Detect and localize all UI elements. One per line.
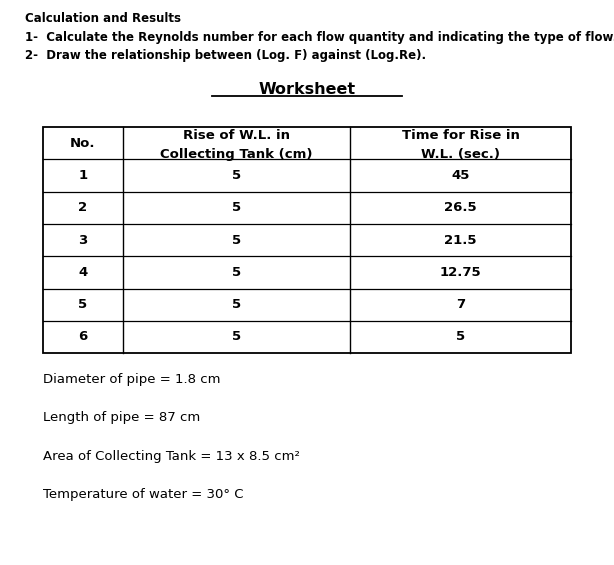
Text: 5: 5 (456, 331, 465, 344)
Text: 2: 2 (79, 201, 87, 214)
Text: Rise of W.L. in: Rise of W.L. in (183, 129, 290, 142)
Text: Calculation and Results: Calculation and Results (25, 12, 181, 25)
Text: Diameter of pipe = 1.8 cm: Diameter of pipe = 1.8 cm (43, 373, 220, 386)
Text: Worksheet: Worksheet (258, 82, 356, 97)
Text: 5: 5 (232, 331, 241, 344)
Text: 4: 4 (78, 266, 88, 279)
Text: W.L. (sec.): W.L. (sec.) (421, 148, 500, 161)
Text: 1-  Calculate the Reynolds number for each flow quantity and indicating the type: 1- Calculate the Reynolds number for eac… (25, 31, 614, 44)
Text: 5: 5 (232, 169, 241, 182)
Text: Area of Collecting Tank = 13 x 8.5 cm²: Area of Collecting Tank = 13 x 8.5 cm² (43, 450, 300, 463)
Text: Collecting Tank (cm): Collecting Tank (cm) (160, 148, 313, 161)
Text: 5: 5 (232, 233, 241, 247)
Text: Length of pipe = 87 cm: Length of pipe = 87 cm (43, 411, 200, 424)
Text: Temperature of water = 30° C: Temperature of water = 30° C (43, 488, 244, 501)
Text: 7: 7 (456, 298, 465, 311)
Text: 3: 3 (78, 233, 88, 247)
Text: 26.5: 26.5 (444, 201, 477, 214)
Text: Time for Rise in: Time for Rise in (402, 129, 519, 142)
Text: 5: 5 (232, 201, 241, 214)
Bar (43, 127, 571, 353)
Text: 45: 45 (451, 169, 470, 182)
Text: 5: 5 (232, 266, 241, 279)
Text: 6: 6 (78, 331, 88, 344)
Text: 12.75: 12.75 (440, 266, 481, 279)
Text: 2-  Draw the relationship between (Log. F) against (Log.Re).: 2- Draw the relationship between (Log. F… (25, 49, 426, 62)
Text: 1: 1 (79, 169, 87, 182)
Text: 21.5: 21.5 (445, 233, 476, 247)
Text: No.: No. (70, 137, 96, 150)
Text: 5: 5 (79, 298, 87, 311)
Text: 5: 5 (232, 298, 241, 311)
